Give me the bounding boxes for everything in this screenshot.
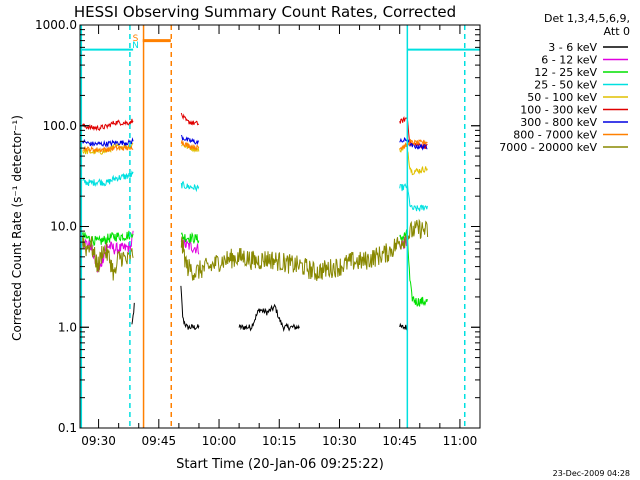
chart-title: HESSI Observing Summary Count Rates, Cor… xyxy=(74,3,456,21)
series-7000-20000-kev xyxy=(82,218,429,281)
series-line xyxy=(180,134,200,146)
x-axis-label: Start Time (20-Jan-06 09:25:22) xyxy=(176,457,384,472)
plot-area: 0.1 1.0 10.0 100.0 1000.0 09:30 09:45 10:00 10:1… xyxy=(35,18,481,448)
y-axis-label: Corrected Count Rate (s⁻¹ detector⁻¹) xyxy=(10,115,24,341)
series-line xyxy=(82,144,134,154)
y-tick-label: 10.0 xyxy=(50,220,77,234)
x-tick-label: 10:00 xyxy=(202,434,237,448)
y-tick-label: 1000.0 xyxy=(35,18,77,32)
series-line xyxy=(82,230,134,247)
series-line xyxy=(180,180,200,193)
series-line xyxy=(399,183,428,212)
series-line xyxy=(180,218,429,281)
legend-entry-label: 3 - 6 keV xyxy=(548,41,597,54)
legend-entry-label: 6 - 12 keV xyxy=(541,54,597,67)
legend-entry-label: 50 - 100 keV xyxy=(527,91,597,104)
series-line xyxy=(82,235,134,281)
series-line xyxy=(82,137,134,148)
series-800-7000-kev xyxy=(82,138,428,154)
x-tick-label: 11:00 xyxy=(443,434,478,448)
footer-timestamp: 23-Dec-2009 04:28 xyxy=(553,469,630,478)
series-line xyxy=(82,170,134,187)
data-layer xyxy=(80,25,480,428)
legend-entry-label: 12 - 25 keV xyxy=(534,66,597,79)
legend-title: Det 1,3,4,5,6,9, xyxy=(544,12,630,25)
x-tick-label: 09:45 xyxy=(142,434,177,448)
series-line xyxy=(131,302,135,325)
series-line xyxy=(399,229,428,308)
series-line xyxy=(238,303,300,333)
series-line xyxy=(399,138,428,151)
series-line xyxy=(82,142,134,155)
legend-entry-label: 25 - 50 keV xyxy=(534,79,597,92)
series-line xyxy=(82,118,134,132)
x-tick-label: 10:30 xyxy=(322,434,357,448)
series-100-300-kev xyxy=(82,112,428,149)
marker-n: N xyxy=(132,41,139,51)
series-line xyxy=(399,322,408,331)
x-tick-label: 10:45 xyxy=(382,434,417,448)
x-tick-label: 09:30 xyxy=(81,434,116,448)
series-50-100-kev xyxy=(82,142,428,176)
series-line xyxy=(180,112,200,126)
series-3-6-kev xyxy=(131,285,408,333)
legend-subtitle: Att 0 xyxy=(604,25,630,38)
y-tick-label: 1.0 xyxy=(58,320,77,334)
legend-entry-label: 800 - 7000 keV xyxy=(513,129,597,142)
series-line xyxy=(180,140,200,152)
legend-entry-label: 7000 - 20000 keV xyxy=(499,141,597,154)
legend-entry-label: 100 - 300 keV xyxy=(520,104,597,117)
series-line xyxy=(399,143,428,176)
legend-entry-label: 300 - 800 keV xyxy=(520,116,597,129)
x-tick-label: 10:15 xyxy=(262,434,297,448)
y-tick-label: 0.1 xyxy=(58,421,77,435)
series-line xyxy=(180,285,200,330)
series-300-800-kev xyxy=(82,134,428,151)
marker-s: S xyxy=(133,34,139,44)
series-line xyxy=(180,231,200,245)
series-25-50-kev xyxy=(82,170,428,212)
y-tick-label: 100.0 xyxy=(43,119,77,133)
